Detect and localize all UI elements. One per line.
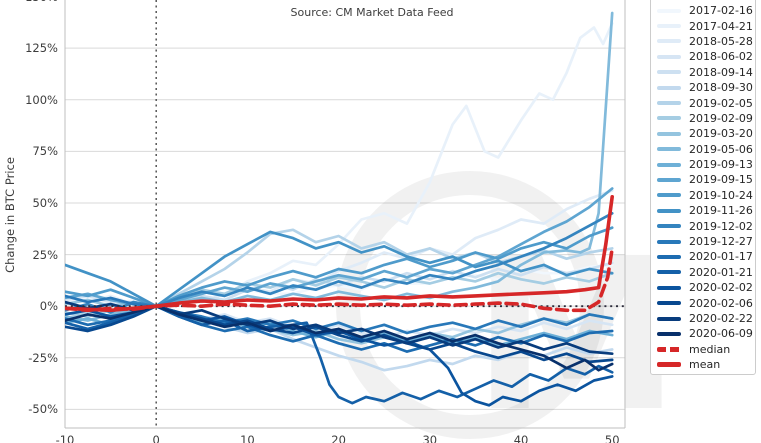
legend-item-2019-09-13: 2019-09-13: [657, 157, 755, 172]
legend-swatch-icon: [657, 116, 681, 121]
legend-label: 2020-02-06: [689, 296, 753, 310]
legend-swatch-icon: [657, 147, 681, 152]
x-tick-label: 30: [422, 433, 438, 443]
legend-label: 2019-05-06: [689, 142, 753, 156]
series-line-2020-01-21: [65, 304, 614, 405]
legend-label: 2019-03-20: [689, 127, 753, 141]
legend-label: median: [689, 342, 731, 356]
legend-label: 2019-09-13: [689, 158, 753, 172]
legend-swatch-icon: [657, 177, 681, 182]
legend-label: 2019-12-02: [689, 219, 753, 233]
legend-swatch-icon: [657, 85, 681, 90]
legend-swatch-icon: [657, 224, 681, 229]
legend-item-2020-02-02: 2020-02-02: [657, 280, 755, 295]
y-tick-label: 25%: [32, 247, 58, 262]
legend-item-2019-02-05: 2019-02-05: [657, 95, 755, 110]
legend-item-2018-09-30: 2018-09-30: [657, 80, 755, 95]
legend-swatch-icon: [657, 239, 681, 244]
legend-label: 2020-02-22: [689, 312, 753, 325]
legend-label: 2020-06-09: [689, 327, 753, 341]
legend: 2017-02-16 2017-04-21 2018-05-28 2018-06-02…: [650, 0, 756, 375]
legend-item-2019-03-20: 2019-03-20: [657, 126, 755, 141]
legend-label: 2019-02-09: [689, 111, 753, 125]
legend-swatch-icon: [657, 331, 681, 336]
y-tick-label: 75%: [32, 144, 58, 159]
legend-swatch-icon: [657, 285, 681, 290]
legend-item-2017-02-16: 2017-02-16: [657, 3, 755, 18]
legend-item-2018-09-14: 2018-09-14: [657, 65, 755, 80]
legend-label: 2020-01-17: [689, 250, 753, 264]
legend-label: 2018-09-30: [689, 81, 753, 95]
legend-swatch-icon: [657, 316, 681, 321]
x-tick-label: 0: [152, 433, 160, 443]
legend-item-2020-02-22: 2020-02-22: [657, 311, 755, 326]
y-tick-label: 100%: [25, 92, 58, 107]
legend-label: 2019-09-15: [689, 173, 753, 187]
legend-swatch-icon: [657, 39, 681, 44]
y-tick-label: 50%: [32, 195, 58, 210]
legend-swatch-icon: [657, 24, 681, 29]
legend-swatch-icon: [657, 362, 681, 368]
legend-swatch-icon: [657, 193, 681, 198]
legend-label: 2020-02-02: [689, 281, 753, 295]
legend-swatch-icon: [657, 54, 681, 59]
legend-item-median: median: [657, 342, 755, 357]
legend-item-2019-05-06: 2019-05-06: [657, 142, 755, 157]
y-tick-label: 125%: [25, 41, 58, 56]
x-tick-label: 20: [331, 433, 346, 443]
x-tick-label: 10: [240, 433, 255, 443]
y-tick-label: 0%: [39, 299, 58, 314]
x-tick-label: 50: [604, 433, 620, 443]
source-note: Source: CM Market Data Feed: [290, 6, 454, 19]
legend-label: 2019-02-05: [689, 96, 753, 110]
legend-label: 2018-06-02: [689, 50, 753, 64]
legend-item-2018-06-02: 2018-06-02: [657, 49, 755, 64]
legend-label: 2017-02-16: [689, 4, 753, 18]
legend-label: 2019-10-24: [689, 188, 753, 202]
legend-label: 2020-01-21: [689, 265, 753, 279]
legend-item-2020-02-06: 2020-02-06: [657, 295, 755, 310]
legend-item-2020-01-21: 2020-01-21: [657, 265, 755, 280]
series-line-mean: [65, 195, 614, 313]
y-tick-label: 150%: [0, 0, 58, 4]
legend-swatch-icon: [657, 70, 681, 75]
legend-item-2019-02-09: 2019-02-09: [657, 111, 755, 126]
legend-swatch-icon: [657, 254, 681, 259]
legend-item-2019-12-27: 2019-12-27: [657, 234, 755, 249]
legend-label: mean: [689, 358, 721, 372]
legend-item-2017-04-21: 2017-04-21: [657, 18, 755, 33]
legend-item-2020-01-17: 2020-01-17: [657, 249, 755, 264]
legend-item-2018-05-28: 2018-05-28: [657, 34, 755, 49]
legend-swatch-icon: [657, 208, 681, 213]
legend-swatch-icon: [657, 131, 681, 136]
legend-swatch-icon: [657, 8, 681, 13]
legend-label: 2019-11-26: [689, 204, 753, 218]
legend-label: 2019-12-27: [689, 235, 753, 249]
x-tick-label: -10: [55, 433, 75, 443]
legend-item-mean: mean: [657, 357, 755, 372]
legend-swatch-icon: [657, 346, 681, 352]
legend-swatch-icon: [657, 101, 681, 106]
legend-swatch-icon: [657, 301, 681, 306]
x-tick-label: 40: [513, 433, 529, 443]
legend-label: 2018-09-14: [689, 65, 753, 79]
legend-item-2019-12-02: 2019-12-02: [657, 218, 755, 233]
legend-label: 2018-05-28: [689, 34, 753, 48]
legend-swatch-icon: [657, 270, 681, 275]
legend-item-2020-06-09: 2020-06-09: [657, 326, 755, 341]
legend-item-2019-09-15: 2019-09-15: [657, 172, 755, 187]
y-tick-label: -25%: [28, 350, 58, 365]
legend-item-2019-11-26: 2019-11-26: [657, 203, 755, 218]
series-line-median: [65, 246, 614, 313]
legend-item-2019-10-24: 2019-10-24: [657, 188, 755, 203]
legend-swatch-icon: [657, 162, 681, 167]
legend-label: 2017-04-21: [689, 19, 753, 33]
y-tick-label: -50%: [28, 402, 58, 417]
